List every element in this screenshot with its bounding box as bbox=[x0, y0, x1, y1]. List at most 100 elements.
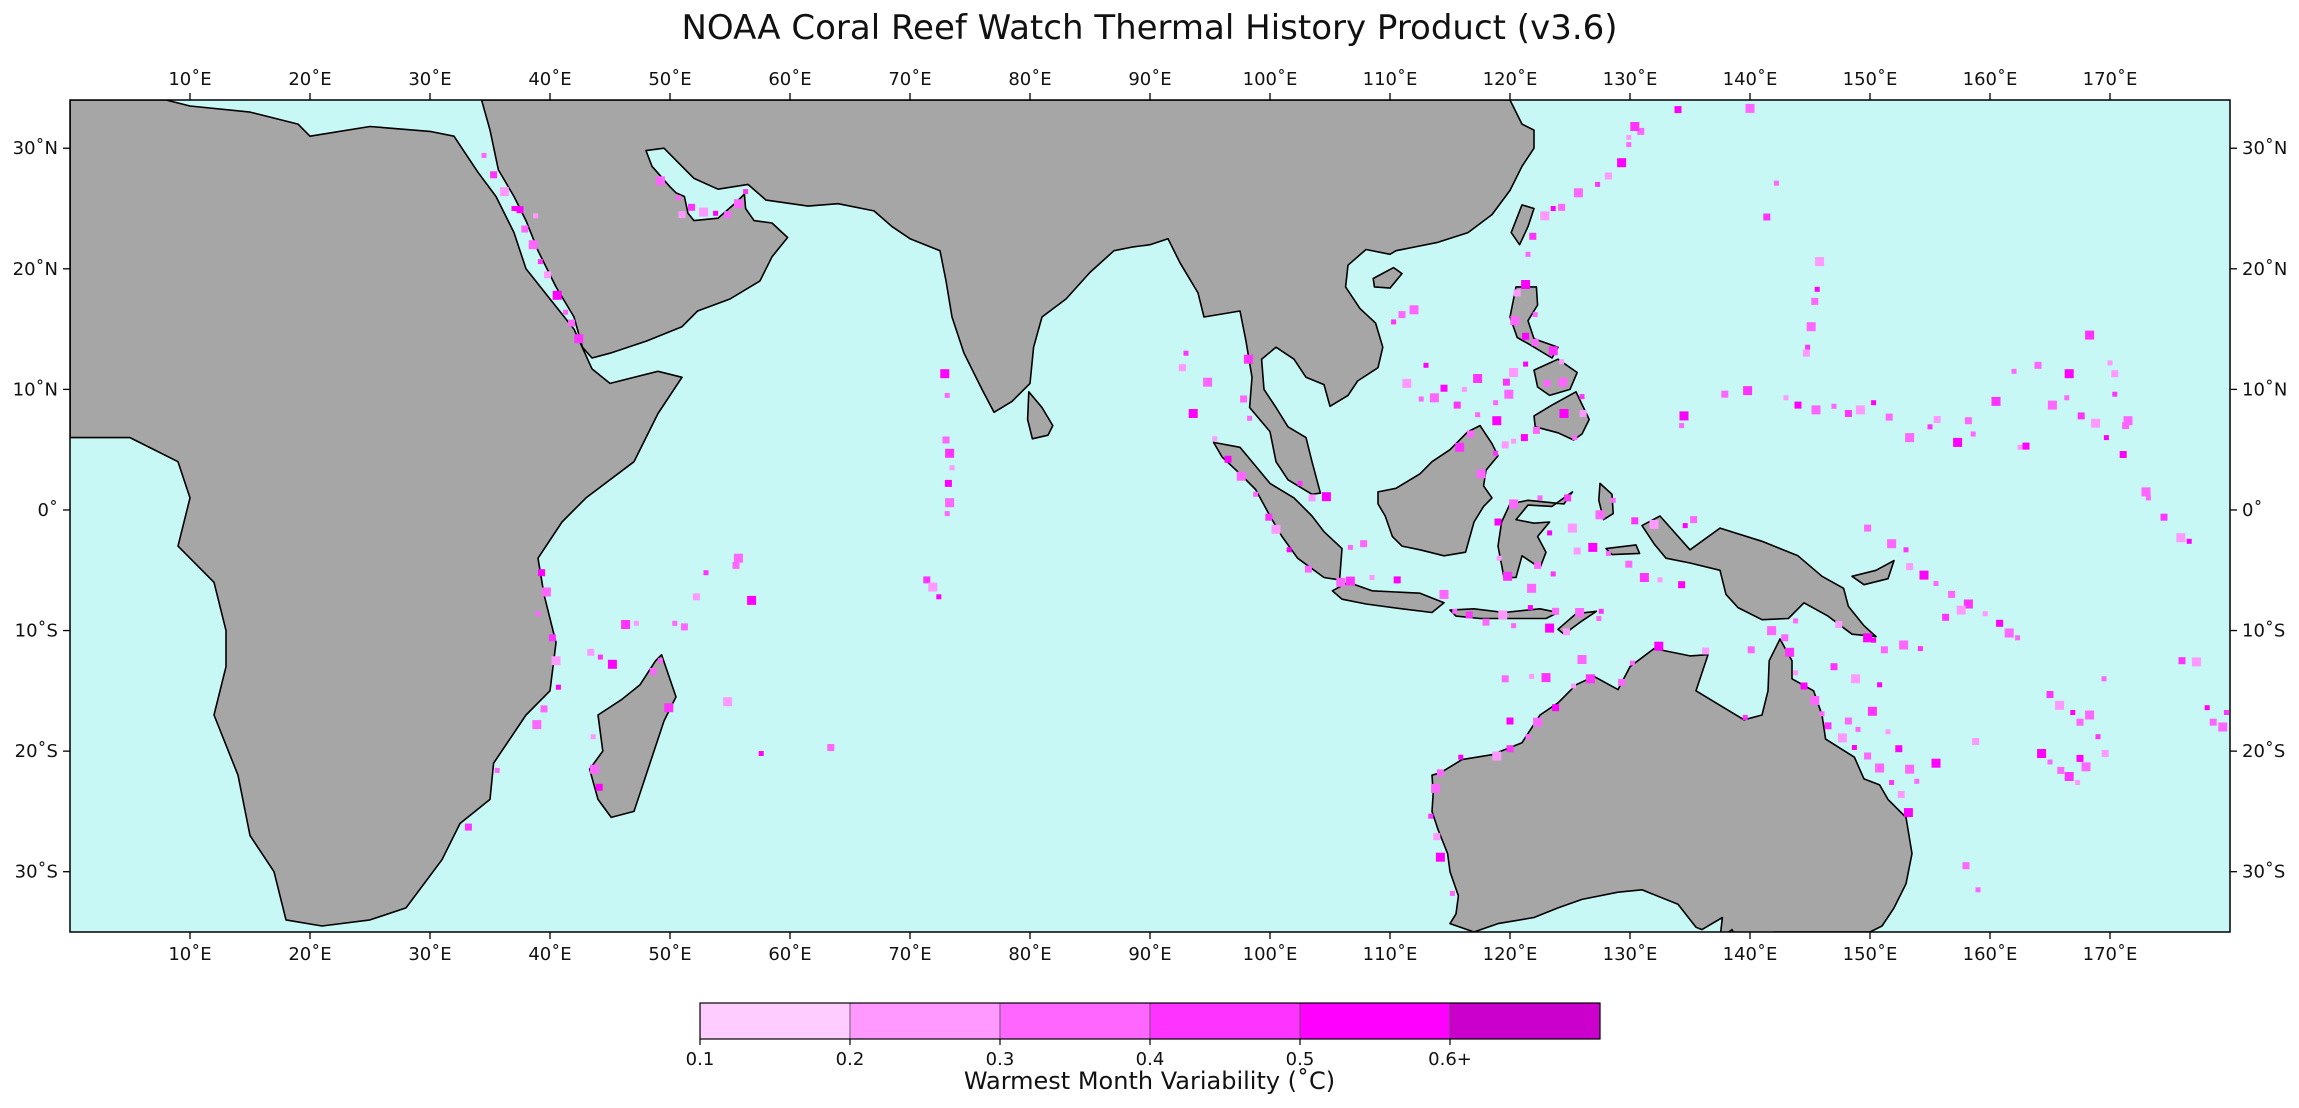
lat-tick-label: 20˚S bbox=[2242, 741, 2285, 762]
lon-tick-label: 60˚E bbox=[768, 944, 811, 965]
reef-pixel bbox=[1178, 364, 1186, 372]
reef-pixel bbox=[1814, 286, 1820, 292]
reef-pixel bbox=[1970, 431, 1976, 437]
reef-pixel bbox=[1844, 410, 1852, 417]
reef-pixel bbox=[511, 206, 517, 211]
reef-pixel bbox=[1802, 349, 1810, 357]
reef-pixel bbox=[2017, 444, 2023, 450]
reef-pixel bbox=[541, 587, 551, 597]
reef-pixel bbox=[1453, 401, 1461, 409]
reef-pixel bbox=[2186, 538, 2192, 544]
reef-pixel bbox=[2022, 442, 2030, 450]
reef-pixel bbox=[1877, 682, 1883, 688]
reef-pixel bbox=[595, 783, 603, 791]
lat-tick-label: 10˚S bbox=[15, 621, 58, 642]
reef-pixel bbox=[1679, 411, 1689, 421]
reef-pixel bbox=[1595, 181, 1601, 187]
reef-pixel bbox=[494, 767, 500, 773]
reef-pixel bbox=[1540, 211, 1550, 221]
reef-pixel bbox=[1721, 390, 1729, 398]
reef-pixel bbox=[923, 576, 931, 584]
reef-pixel bbox=[1537, 495, 1543, 501]
reef-pixel-layer bbox=[464, 103, 2229, 896]
reef-pixel bbox=[621, 620, 631, 629]
reef-pixel bbox=[544, 271, 552, 279]
land-sri-lanka bbox=[1026, 391, 1054, 440]
reef-pixel bbox=[1545, 623, 1555, 633]
reef-pixel bbox=[633, 620, 639, 626]
reef-pixel bbox=[2046, 691, 2054, 698]
reef-pixel bbox=[936, 594, 942, 600]
reef-pixel bbox=[1906, 563, 1914, 571]
reef-pixel bbox=[1811, 297, 1819, 305]
reef-pixel bbox=[1887, 539, 1897, 549]
lat-tick-label: 0˚ bbox=[2242, 500, 2262, 521]
lat-tick-label: 30˚N bbox=[13, 138, 58, 159]
land-java bbox=[1331, 581, 1445, 614]
reef-pixel bbox=[1871, 400, 1877, 406]
reef-pixel bbox=[1502, 378, 1510, 386]
lon-tick-label: 140˚E bbox=[1723, 944, 1778, 965]
reef-pixel bbox=[1863, 633, 1873, 643]
reef-pixel bbox=[516, 206, 524, 214]
reef-pixel bbox=[1525, 734, 1531, 740]
map-title: NOAA Coral Reef Watch Thermal History Pr… bbox=[681, 8, 1618, 48]
reef-pixel bbox=[743, 189, 749, 195]
reef-pixel bbox=[1240, 395, 1248, 403]
reef-pixel bbox=[1885, 729, 1891, 735]
reef-pixel bbox=[1224, 455, 1232, 463]
reef-pixel bbox=[1571, 683, 1577, 689]
reef-pixel bbox=[1559, 409, 1569, 418]
reef-pixel bbox=[1639, 573, 1649, 582]
reef-pixel bbox=[1440, 384, 1448, 392]
reef-pixel bbox=[1550, 206, 1556, 211]
reef-pixel bbox=[563, 309, 569, 315]
reef-pixel bbox=[1203, 377, 1213, 387]
reef-pixel bbox=[1747, 646, 1755, 654]
reef-pixel bbox=[1956, 605, 1966, 615]
reef-pixel bbox=[1493, 400, 1499, 406]
reef-pixel bbox=[1247, 415, 1253, 421]
reef-pixel bbox=[2011, 368, 2017, 374]
lon-tick-label: 10˚E bbox=[168, 69, 211, 90]
reef-pixel bbox=[1297, 480, 1303, 486]
reef-pixel bbox=[2004, 628, 2014, 638]
reef-pixel bbox=[2070, 710, 2076, 715]
reef-pixel bbox=[532, 720, 542, 730]
colorbar-tick-label: 0.4 bbox=[1136, 1049, 1165, 1070]
reef-pixel bbox=[533, 213, 539, 219]
reef-pixel bbox=[1513, 289, 1521, 297]
reef-pixel bbox=[1503, 571, 1513, 581]
reef-pixel bbox=[1492, 751, 1502, 761]
reef-pixel bbox=[1531, 338, 1539, 346]
reef-pixel bbox=[1418, 396, 1424, 402]
reef-pixel bbox=[490, 171, 498, 179]
reef-pixel bbox=[1657, 577, 1663, 583]
reef-pixel bbox=[1702, 647, 1710, 655]
reef-pixel bbox=[1972, 738, 1980, 745]
reef-pixel bbox=[1573, 188, 1583, 198]
reef-pixel bbox=[1674, 106, 1682, 114]
reef-pixel bbox=[2076, 754, 2084, 762]
colorbar: 0.1 0.2 0.3 0.4 0.5 0.6+ bbox=[686, 1002, 1601, 1070]
reef-pixel bbox=[1783, 395, 1789, 401]
lat-tick-label: 10˚S bbox=[2242, 621, 2285, 642]
reef-pixel bbox=[657, 658, 663, 664]
reef-pixel bbox=[1851, 674, 1861, 684]
reef-pixel bbox=[2178, 657, 2186, 665]
reef-pixel bbox=[2191, 657, 2201, 667]
lon-tick-label: 20˚E bbox=[288, 944, 331, 965]
reef-pixel bbox=[2123, 416, 2133, 426]
reef-pixel bbox=[2095, 734, 2101, 740]
reef-pixel bbox=[2176, 533, 2186, 543]
reef-pixel bbox=[2204, 705, 2210, 711]
reef-pixel bbox=[1919, 570, 1929, 580]
reef-pixel bbox=[1931, 758, 1941, 768]
reef-pixel bbox=[1452, 608, 1458, 614]
reef-pixel bbox=[1690, 516, 1698, 524]
reef-pixel bbox=[1933, 416, 1941, 423]
reef-pixel bbox=[1482, 618, 1490, 626]
reef-pixel bbox=[944, 511, 950, 517]
reef-pixel bbox=[2145, 495, 2151, 501]
